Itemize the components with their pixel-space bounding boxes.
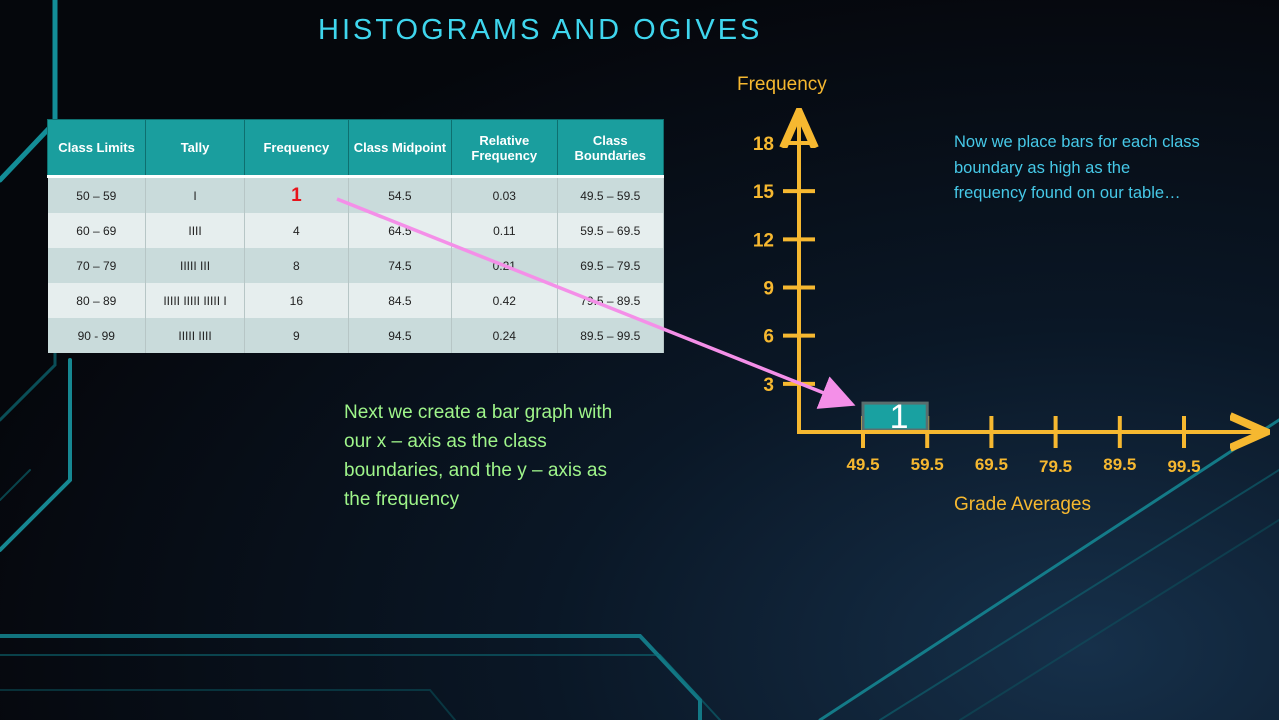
table-cell: IIII	[145, 213, 245, 248]
table-header-cell: Class Boundaries	[556, 119, 664, 178]
y-tick-label: 9	[763, 279, 774, 300]
table-cell-highlight: 1	[244, 176, 349, 213]
x-tick-label: 69.5	[975, 455, 1008, 474]
table-cell: 80 – 89	[47, 283, 147, 318]
table-row: 80 – 89 IIIII IIIII IIIII I 16 84.5 0.42…	[47, 283, 664, 318]
x-tick-label: 89.5	[1103, 455, 1136, 474]
table-cell: 60 – 69	[47, 213, 147, 248]
y-axis-label: Frequency	[737, 74, 827, 95]
table-cell: 0.11	[451, 213, 558, 248]
y-tick-label: 18	[753, 134, 774, 155]
table-cell: 0.03	[451, 176, 558, 213]
table-cell: 0.24	[451, 318, 558, 353]
table-cell: 50 – 59	[47, 176, 147, 213]
table-header-cell: Class Limits	[46, 119, 147, 178]
table-cell: 16	[244, 283, 349, 318]
table-header-cell: Relative Frequency	[451, 119, 558, 178]
table-row: 90 - 99 IIIII IIII 9 94.5 0.24 89.5 – 99…	[47, 318, 664, 353]
table-cell: 90 - 99	[47, 318, 147, 353]
table-cell: IIIII IIIII IIIII I	[145, 283, 245, 318]
y-tick-label: 3	[763, 375, 774, 396]
x-axis-label: Grade Averages	[954, 494, 1091, 515]
x-tick-label: 79.5	[1039, 457, 1072, 476]
table-cell: 54.5	[348, 176, 453, 213]
bars-note: Now we place bars for each class boundar…	[954, 133, 1200, 202]
frequency-table: Class Limits Tally Frequency Class Midpo…	[46, 119, 664, 353]
x-tick-label: 59.5	[911, 455, 944, 474]
table-cell: 70 – 79	[47, 248, 147, 283]
y-tick-label: 15	[753, 182, 775, 203]
table-cell: 59.5 – 69.5	[557, 213, 664, 248]
pointer-arrow	[336, 197, 856, 409]
table-row: 60 – 69 IIII 4 64.5 0.11 59.5 – 69.5	[47, 213, 664, 248]
table-header-cell: Class Midpoint	[347, 119, 453, 178]
table-cell: 9	[244, 318, 349, 353]
table-cell: 8	[244, 248, 349, 283]
table-cell: IIIII IIII	[145, 318, 245, 353]
x-tick-label: 49.5	[846, 455, 879, 474]
table-cell: 84.5	[348, 283, 453, 318]
table-header-cell: Tally	[145, 119, 245, 178]
bar-graph-note: Next we create a bar graph with our x – …	[344, 402, 613, 510]
table-header-row: Class Limits Tally Frequency Class Midpo…	[46, 119, 664, 178]
table-cell: I	[145, 176, 245, 213]
table-cell: IIIII III	[145, 248, 245, 283]
table-cell: 0.42	[451, 283, 558, 318]
table-cell: 79.5 – 89.5	[557, 283, 664, 318]
table-row: 50 – 59 I 1 54.5 0.03 49.5 – 59.5	[47, 176, 664, 213]
y-tick-label: 12	[753, 230, 774, 251]
slide-title: HISTOGRAMS AND OGIVES	[318, 14, 763, 46]
table-cell: 49.5 – 59.5	[557, 176, 664, 213]
x-tick-label: 99.5	[1167, 457, 1200, 476]
table-cell: 74.5	[348, 248, 453, 283]
table-cell: 94.5	[348, 318, 453, 353]
table-header-cell: Frequency	[243, 119, 349, 178]
table-row: 70 – 79 IIIII III 8 74.5 0.21 69.5 – 79.…	[47, 248, 664, 283]
y-tick-label: 6	[763, 327, 774, 348]
table-cell: 69.5 – 79.5	[557, 248, 664, 283]
table-cell: 4	[244, 213, 349, 248]
histogram-bar	[861, 401, 929, 432]
bar-value-label: 1	[890, 398, 909, 436]
table-cell: 64.5	[348, 213, 453, 248]
